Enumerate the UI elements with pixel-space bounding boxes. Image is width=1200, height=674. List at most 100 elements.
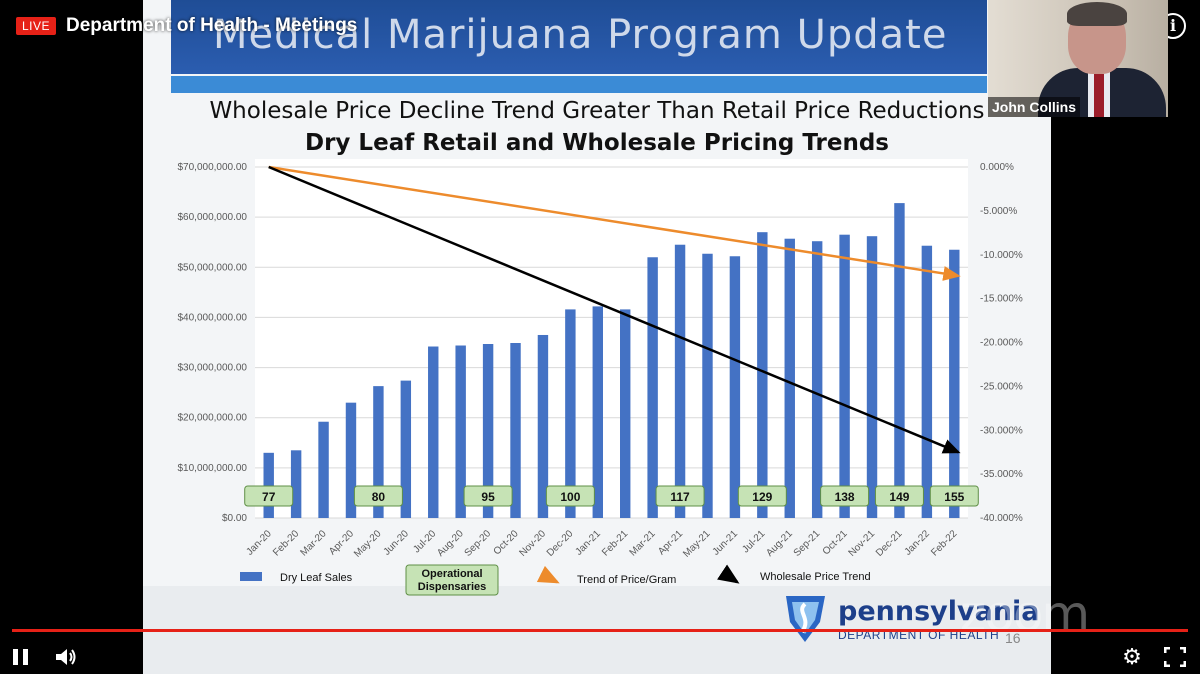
trend-line-price-per-gram: [268, 165, 961, 281]
dispensary-count-label: 138: [835, 490, 855, 504]
dispensary-count-box: [820, 485, 870, 507]
x-tick-label: Dec-21: [874, 528, 905, 559]
presenter-tie: [1094, 74, 1104, 117]
bar-dry-leaf-sales: [428, 346, 439, 518]
dispensary-count-label: 95: [481, 490, 495, 504]
legend-swatch-price-per-gram: [536, 565, 560, 584]
x-tick-label: Sep-20: [463, 528, 494, 559]
dispensary-count-box: [463, 485, 513, 507]
bar-dry-leaf-sales: [510, 343, 521, 518]
shared-slide: Medical Marijuana Program Update Wholesa…: [143, 0, 1051, 674]
bar-dry-leaf-sales: [921, 245, 933, 518]
y-right-tick-label: -25.000%: [980, 381, 1023, 392]
bar-dry-leaf-sales: [702, 253, 713, 519]
x-tick-label: Nov-20: [517, 528, 548, 559]
bar-dry-leaf-sales: [263, 452, 274, 518]
fullscreen-icon[interactable]: [1163, 646, 1187, 668]
y-left-tick-label: $0.00: [222, 513, 247, 524]
y-right-tick-label: -20.000%: [980, 338, 1023, 349]
dispensary-count-label: 77: [262, 490, 276, 504]
bar-dry-leaf-sales: [290, 450, 302, 518]
x-tick-label: May-21: [681, 528, 713, 560]
live-badge: LIVE: [16, 17, 56, 35]
pause-icon[interactable]: [13, 649, 29, 665]
bar-dry-leaf-sales: [949, 249, 960, 518]
slide-banner-strip: [171, 76, 987, 93]
x-tick-label: Oct-20: [492, 528, 521, 557]
y-right-tick-label: -10.000%: [980, 250, 1023, 261]
y-left-tick-label: $40,000,000.00: [177, 312, 247, 323]
x-tick-label: Jun-21: [711, 528, 741, 558]
x-tick-label: Jan-20: [244, 528, 274, 558]
y-left-tick-label: $20,000,000.00: [177, 413, 247, 424]
bar-dry-leaf-sales: [537, 334, 549, 518]
x-tick-label: Aug-20: [435, 528, 466, 559]
y-left-tick-label: $60,000,000.00: [177, 212, 247, 223]
legend-swatch-dry-leaf-sales: [240, 572, 262, 581]
bar-dry-leaf-sales: [839, 234, 850, 518]
bar-dry-leaf-sales: [482, 344, 494, 518]
bar-dry-leaf-sales: [373, 386, 384, 518]
dispensary-count-label: 149: [889, 490, 909, 504]
x-tick-label: Feb-20: [271, 528, 301, 558]
legend-label-dry-leaf-sales: Dry Leaf Sales: [280, 572, 353, 584]
pricing-chart: $0.00 $10,000,000.00 $20,000,000.00 $30,000…: [177, 159, 1023, 596]
dispensary-count-label: 155: [944, 490, 964, 504]
x-tick-label: Dec-20: [545, 528, 576, 559]
x-tick-label: Oct-21: [821, 528, 850, 557]
logo-name: pennsylvania: [838, 596, 1040, 627]
bar-dry-leaf-sales: [647, 257, 658, 518]
volume-icon[interactable]: [54, 647, 78, 667]
dispensary-count-box: [353, 485, 403, 507]
plot-area: [255, 159, 968, 518]
legend-label-price-per-gram: Trend of Price/Gram: [577, 574, 676, 586]
y-right-tick-label: -40.000%: [980, 513, 1023, 524]
bar-dry-leaf-sales: [729, 256, 741, 518]
bar-dry-leaf-sales: [318, 421, 329, 518]
y-right-tick-label: -5.000%: [980, 206, 1017, 217]
x-tick-label: Sep-21: [792, 528, 823, 559]
chart-title: Dry Leaf Retail and Wholesale Pricing Tr…: [305, 130, 889, 156]
dispensary-count-box: [655, 485, 705, 507]
pennsylvania-keystone-logo: [786, 596, 825, 642]
bar-dry-leaf-sales: [894, 203, 905, 519]
bar-dry-leaf-sales: [455, 345, 466, 518]
y-right-tick-label: -15.000%: [980, 294, 1023, 305]
dispensary-count-box: [244, 485, 294, 507]
legend-label-dispensaries-line2: Dispensaries: [418, 581, 486, 593]
x-tick-label: Feb-21: [600, 528, 630, 558]
legend-label-dispensaries-line1: Operational: [421, 568, 482, 580]
bar-dry-leaf-sales: [811, 241, 823, 518]
y-left-tick-label: $70,000,000.00: [177, 162, 247, 173]
y-right-tick-label: -35.000%: [980, 469, 1023, 480]
x-tick-label: Aug-21: [764, 528, 795, 559]
x-tick-label: Jun-20: [382, 528, 412, 558]
dispensary-count-label: 100: [560, 490, 580, 504]
dispensary-count-label: 117: [670, 490, 690, 504]
x-tick-label: Jan-21: [574, 528, 604, 558]
webcam-name-label: John Collins: [988, 97, 1080, 117]
bar-dry-leaf-sales: [565, 309, 576, 518]
dispensary-count-box: [874, 485, 924, 507]
legend-swatch-dispensaries: [405, 564, 499, 596]
x-tick-label: Mar-21: [628, 528, 658, 558]
progress-bar[interactable]: [12, 629, 1188, 632]
x-tick-label: Jan-22: [903, 528, 933, 558]
bar-dry-leaf-sales: [592, 306, 603, 518]
x-tick-label: Nov-21: [847, 528, 878, 559]
dispensary-count-label: 129: [752, 490, 772, 504]
y-right-tick-label: 0.000%: [980, 162, 1014, 173]
settings-icon[interactable]: ⚙: [1122, 644, 1142, 669]
zoom-watermark: zoom: [960, 585, 1090, 643]
x-tick-label: May-20: [352, 528, 384, 560]
dispensary-count-box: [545, 485, 595, 507]
slide-subtitle: Wholesale Price Decline Trend Greater Th…: [209, 98, 985, 124]
x-tick-label: Feb-22: [929, 528, 959, 558]
bar-dry-leaf-sales: [866, 236, 878, 518]
presenter-hair: [1067, 2, 1127, 26]
bar-dry-leaf-sales: [345, 402, 357, 518]
x-tick-label: Mar-20: [298, 528, 328, 558]
dispensary-count-box: [737, 485, 787, 507]
webcam-feed: John Collins: [988, 0, 1168, 117]
video-title[interactable]: Department of Health - Meetings: [66, 15, 358, 36]
